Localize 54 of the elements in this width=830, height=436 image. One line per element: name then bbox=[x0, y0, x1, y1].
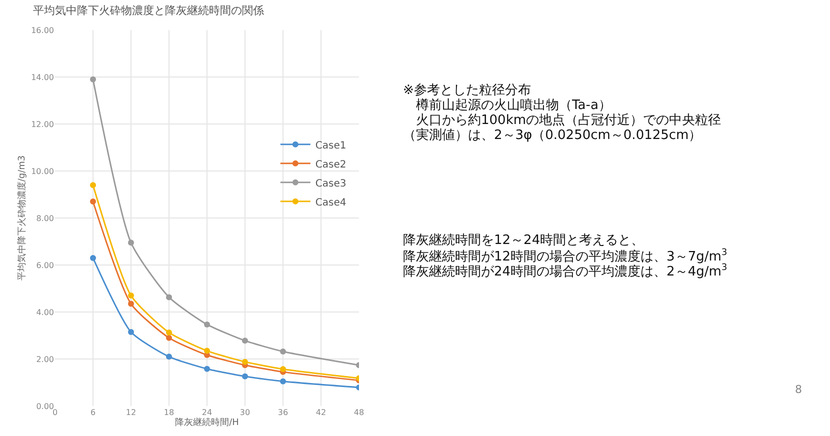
x-tick-label: 48 bbox=[354, 408, 364, 417]
y-tick-label: 16.00 bbox=[31, 26, 54, 35]
x-tick-label: 42 bbox=[316, 408, 326, 417]
point bbox=[90, 182, 96, 188]
legend-label: Case2 bbox=[315, 159, 346, 170]
x-tick-label: 30 bbox=[240, 408, 250, 417]
y-tick-label: 6.00 bbox=[36, 260, 54, 270]
point bbox=[204, 348, 210, 354]
point bbox=[90, 254, 96, 261]
text: 火口から約100kmの地点（占冠付近）での中央粒径 bbox=[403, 113, 722, 128]
point bbox=[90, 76, 96, 82]
point bbox=[204, 366, 210, 372]
text: 降灰継続時間が24時間の場合の平均濃度は、2～4g/m$^{3}$ bbox=[403, 263, 728, 280]
y-tick-label: 14.00 bbox=[31, 72, 54, 82]
point bbox=[280, 366, 286, 372]
y-tick-label: 4.00 bbox=[36, 308, 54, 317]
point bbox=[280, 348, 286, 354]
x-tick-label: 12 bbox=[126, 408, 136, 417]
point bbox=[242, 358, 248, 365]
point bbox=[280, 378, 286, 384]
text: 8 bbox=[795, 383, 802, 396]
x-tick-label: 36 bbox=[278, 408, 288, 417]
legend-label: Case3 bbox=[315, 178, 346, 190]
text: 降灰継続時間を12～24時間と考えると、 bbox=[403, 233, 644, 248]
point bbox=[166, 294, 172, 300]
y-tick-label: 8.00 bbox=[36, 214, 54, 223]
legend-label: Case4 bbox=[315, 197, 346, 208]
text: （実測値）は、2～3φ（0.0250cm～0.0125cm） bbox=[403, 127, 702, 143]
x-tick-label: 0 bbox=[52, 408, 58, 417]
y-tick-label: 0.00 bbox=[36, 402, 54, 411]
point bbox=[166, 354, 172, 360]
y-tick-label: 2.00 bbox=[36, 354, 54, 364]
y-tick-label: 12.00 bbox=[31, 120, 54, 129]
point bbox=[166, 329, 172, 336]
y-axis-title: 平均気中降下火砕物濃度/g/m3 bbox=[16, 155, 28, 281]
legend-label: Case1 bbox=[315, 140, 346, 152]
point bbox=[90, 198, 96, 205]
chart-title: 平均気中降下火砕物濃度と降灰継続時間の関係 bbox=[33, 4, 264, 18]
x-tick-label: 18 bbox=[164, 408, 174, 417]
point bbox=[242, 338, 248, 344]
y-tick-label: 10.00 bbox=[31, 166, 54, 176]
point bbox=[166, 334, 172, 341]
x-tick-label: 24 bbox=[202, 408, 212, 417]
x-axis-title: 降灰継続時間/H bbox=[175, 417, 239, 428]
x-tick-label: 6 bbox=[90, 408, 96, 417]
point bbox=[128, 328, 134, 335]
point bbox=[204, 321, 210, 328]
point bbox=[128, 300, 134, 307]
text: 樽前山起源の火山噴出物（Ta-a） bbox=[403, 98, 612, 113]
text: ※参考とした粒径分布 bbox=[403, 83, 531, 98]
text: 降灰継続時間が12時間の場合の平均濃度は、3～7g/m$^{3}$ bbox=[403, 248, 728, 264]
point bbox=[128, 240, 134, 246]
point bbox=[242, 373, 248, 380]
point bbox=[128, 292, 134, 299]
